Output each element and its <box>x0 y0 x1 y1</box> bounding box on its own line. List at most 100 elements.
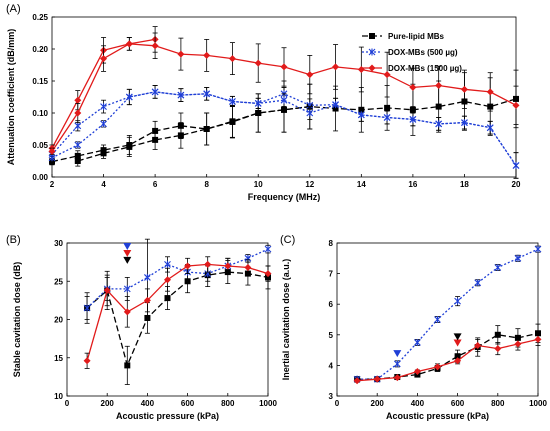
data-point <box>144 273 151 281</box>
data-point <box>474 279 482 287</box>
data-point <box>49 158 55 165</box>
x-tick-label: 4 <box>101 180 106 189</box>
data-point <box>264 270 272 278</box>
data-point <box>435 81 443 89</box>
series-0 <box>84 260 271 385</box>
data-point <box>126 143 133 150</box>
data-point <box>332 63 340 71</box>
series-2 <box>83 256 272 369</box>
threshold-marker <box>453 333 462 341</box>
data-point <box>151 42 159 50</box>
data-point <box>357 111 365 119</box>
y-tick-label: 0.20 <box>32 45 48 54</box>
data-point <box>125 93 133 101</box>
y-tick-label: 10 <box>54 392 63 401</box>
data-point <box>164 295 171 302</box>
legend-label: DOX-MBs (1500 µg) <box>388 64 462 73</box>
data-point <box>534 245 542 253</box>
series-1 <box>353 245 542 383</box>
y-tick-label: 0.10 <box>32 109 48 118</box>
y-tick-label: 3 <box>329 392 334 401</box>
data-point <box>494 331 501 338</box>
data-point <box>229 118 236 125</box>
x-tick-label: 14 <box>357 180 366 189</box>
data-point <box>383 113 391 121</box>
data-point <box>460 85 468 93</box>
series-line <box>357 332 539 380</box>
data-point <box>224 262 232 270</box>
data-point <box>474 342 482 350</box>
data-point <box>164 260 171 268</box>
y-tick-label: 0.00 <box>32 173 48 182</box>
data-point <box>164 276 171 284</box>
x-tick-label: 6 <box>153 180 158 189</box>
legend-marker <box>368 64 376 72</box>
data-point <box>254 99 262 107</box>
y-tick-label: 25 <box>54 277 63 286</box>
x-tick-label: 0 <box>335 399 340 408</box>
x-tick-label: 1000 <box>529 399 547 408</box>
y-tick-label: 20 <box>54 316 63 325</box>
data-point <box>494 263 502 271</box>
x-tick-label: 600 <box>181 399 195 408</box>
data-point <box>384 104 391 111</box>
data-point <box>229 97 236 105</box>
data-point <box>203 90 211 98</box>
y-axis-label: Stable cavitation dose (dB) <box>12 262 22 378</box>
legend-marker <box>368 48 376 56</box>
y-tick-label: 15 <box>54 354 63 363</box>
x-tick-label: 200 <box>101 399 115 408</box>
data-point <box>177 91 185 99</box>
data-point <box>383 71 391 79</box>
data-point <box>435 120 443 128</box>
data-point <box>281 106 287 113</box>
data-point <box>123 285 131 293</box>
y-tick-label: 0.05 <box>32 141 48 150</box>
data-point <box>255 110 262 116</box>
data-point <box>512 161 520 169</box>
chart-panel-2: 0 200 400 600 800 1000 3 4 5 6 7 8 Acoustic pressure… <box>280 234 547 421</box>
data-point <box>409 106 416 113</box>
series-line <box>357 338 539 382</box>
data-point <box>83 304 91 312</box>
chart-panel-0: 2 4 6 8 10 12 14 16 18 20 0.00 0.05 0.10 0.15 0.20 0.25… <box>6 3 521 202</box>
data-point <box>244 263 252 271</box>
chart-panel-1: 0 200 400 600 800 1000 10 15 20 25 30 Acoustic pres… <box>6 234 277 421</box>
data-point <box>534 335 542 343</box>
data-point <box>151 88 159 96</box>
series-1 <box>48 85 520 179</box>
threshold-marker <box>453 339 462 347</box>
threshold-marker <box>123 249 132 257</box>
data-point <box>353 377 361 385</box>
data-point <box>143 296 151 304</box>
data-point <box>203 51 211 59</box>
data-point <box>100 55 108 63</box>
data-point <box>152 136 159 143</box>
data-point <box>74 122 82 130</box>
data-point <box>83 357 91 365</box>
legend: Pure-lipid MBs DOX-MBs (500 µg) DOX-MBs (1… <box>362 32 462 73</box>
panel-label: (B) <box>6 234 21 246</box>
data-point <box>306 109 314 117</box>
data-point <box>454 353 461 360</box>
x-axis-label: Acoustic pressure (kPa) <box>386 411 489 421</box>
threshold-marker <box>123 243 132 251</box>
series-line <box>86 263 269 361</box>
x-tick-label: 8 <box>204 180 209 189</box>
series-1 <box>83 238 272 320</box>
series-line <box>86 248 269 309</box>
x-tick-label: 800 <box>221 399 235 408</box>
data-point <box>48 147 56 155</box>
y-tick-label: 0.25 <box>32 13 48 22</box>
y-tick-label: 0.15 <box>32 77 48 86</box>
y-axis-label: Attenuation coefficient (dB/mm) <box>6 29 16 166</box>
data-point <box>280 63 288 71</box>
data-point <box>204 260 212 268</box>
data-point <box>514 254 522 262</box>
y-axis-label: Inertial cavitation dose (a.u.) <box>281 259 291 381</box>
data-point <box>434 316 441 323</box>
data-point <box>144 314 151 321</box>
data-point <box>74 96 82 104</box>
threshold-marker <box>123 256 132 264</box>
data-point <box>454 357 462 365</box>
